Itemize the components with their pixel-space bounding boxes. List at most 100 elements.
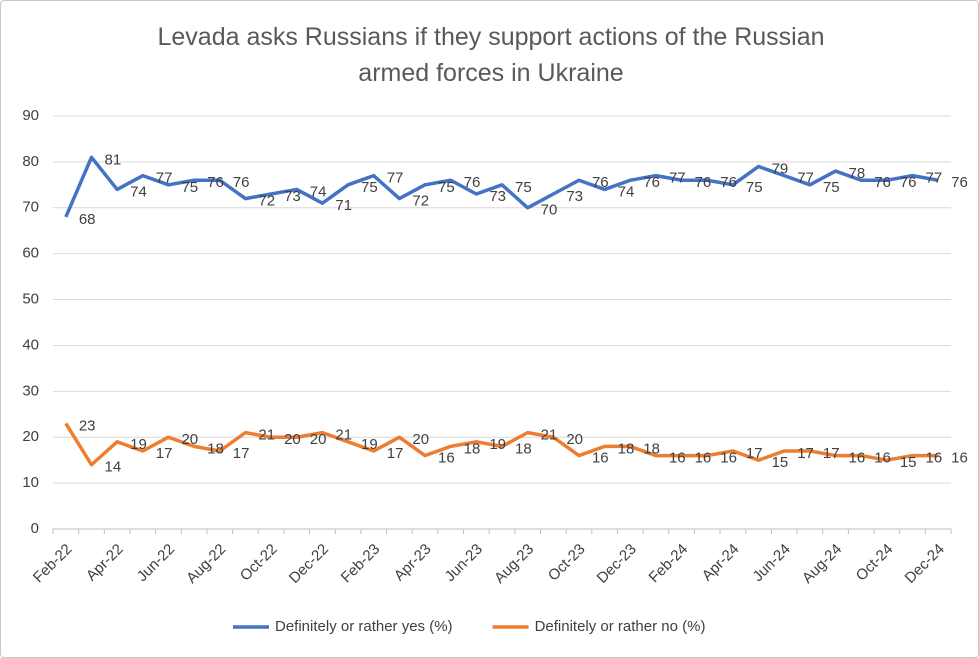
data-label: 16 bbox=[592, 450, 609, 467]
data-label: 14 bbox=[104, 459, 121, 476]
x-tick-label: Jun-22 bbox=[134, 541, 178, 585]
data-label: 76 bbox=[720, 174, 737, 191]
data-label: 77 bbox=[669, 170, 686, 187]
data-label: 18 bbox=[618, 440, 635, 457]
data-label: 76 bbox=[874, 174, 891, 191]
data-label: 76 bbox=[695, 174, 712, 191]
data-label: 73 bbox=[566, 188, 583, 205]
data-label: 81 bbox=[104, 151, 121, 168]
data-label: 16 bbox=[438, 450, 455, 467]
data-label: 16 bbox=[926, 450, 943, 467]
x-tick-label: Feb-23 bbox=[338, 541, 384, 587]
data-label: 16 bbox=[720, 450, 737, 467]
data-label: 76 bbox=[207, 174, 224, 191]
data-label: 78 bbox=[849, 165, 866, 182]
legend-label: Definitely or rather yes (%) bbox=[275, 618, 453, 635]
y-tick-label: 0 bbox=[31, 520, 39, 537]
data-label: 17 bbox=[233, 445, 250, 462]
x-tick-label: Jun-24 bbox=[749, 541, 793, 585]
x-tick-label: Aug-22 bbox=[183, 541, 229, 587]
x-tick-label: Jun-23 bbox=[442, 541, 486, 585]
data-label: 75 bbox=[823, 179, 840, 196]
data-label: 73 bbox=[284, 188, 301, 205]
data-label: 16 bbox=[951, 450, 968, 467]
data-label: 76 bbox=[643, 174, 660, 191]
data-label: 21 bbox=[258, 427, 275, 444]
data-label: 75 bbox=[438, 179, 455, 196]
x-tick-label: Apr-24 bbox=[699, 541, 743, 585]
data-label: 19 bbox=[130, 436, 147, 453]
data-label: 75 bbox=[181, 179, 198, 196]
y-tick-label: 90 bbox=[22, 107, 39, 124]
data-label: 17 bbox=[823, 445, 840, 462]
data-label: 75 bbox=[515, 179, 532, 196]
data-label: 20 bbox=[412, 431, 429, 448]
data-label: 21 bbox=[335, 427, 352, 444]
data-label: 77 bbox=[797, 170, 814, 187]
data-label: 17 bbox=[156, 445, 173, 462]
data-label: 68 bbox=[79, 211, 96, 228]
data-label: 23 bbox=[79, 417, 96, 434]
data-label: 74 bbox=[618, 183, 635, 200]
data-label: 75 bbox=[361, 179, 378, 196]
data-label: 70 bbox=[541, 202, 558, 219]
x-tick-label: Dec-22 bbox=[286, 541, 332, 587]
y-tick-label: 20 bbox=[22, 428, 39, 445]
y-tick-label: 10 bbox=[22, 474, 39, 491]
data-label: 17 bbox=[746, 445, 763, 462]
data-label: 20 bbox=[284, 431, 301, 448]
data-label: 76 bbox=[592, 174, 609, 191]
data-label: 74 bbox=[310, 183, 327, 200]
y-tick-label: 60 bbox=[22, 245, 39, 262]
y-tick-label: 40 bbox=[22, 336, 39, 353]
data-label: 20 bbox=[566, 431, 583, 448]
y-tick-label: 80 bbox=[22, 153, 39, 170]
data-label: 77 bbox=[156, 170, 173, 187]
data-label: 17 bbox=[387, 445, 404, 462]
data-label: 16 bbox=[874, 450, 891, 467]
x-tick-label: Oct-23 bbox=[545, 541, 589, 585]
x-tick-label: Dec-24 bbox=[902, 541, 948, 587]
data-label: 21 bbox=[541, 427, 558, 444]
series-line bbox=[64, 155, 939, 218]
data-label: 18 bbox=[515, 440, 532, 457]
legend-label: Definitely or rather no (%) bbox=[535, 618, 706, 635]
data-label: 76 bbox=[233, 174, 250, 191]
data-label: 77 bbox=[926, 170, 943, 187]
data-label: 18 bbox=[643, 440, 660, 457]
chart-title: Levada asks Russians if they support act… bbox=[157, 23, 825, 87]
data-label: 17 bbox=[797, 445, 814, 462]
data-label: 71 bbox=[335, 197, 352, 214]
data-label: 16 bbox=[669, 450, 686, 467]
x-tick-label: Aug-23 bbox=[491, 541, 537, 587]
data-label: 15 bbox=[772, 454, 789, 471]
data-label: 77 bbox=[387, 170, 404, 187]
data-label: 75 bbox=[746, 179, 763, 196]
data-label: 20 bbox=[310, 431, 327, 448]
series-line bbox=[64, 422, 939, 467]
x-tick-label: Apr-22 bbox=[83, 541, 127, 585]
data-label: 15 bbox=[900, 454, 917, 471]
data-label: 73 bbox=[489, 188, 506, 205]
data-label: 20 bbox=[181, 431, 198, 448]
data-label: 76 bbox=[951, 174, 968, 191]
data-label: 74 bbox=[130, 183, 147, 200]
data-label: 16 bbox=[849, 450, 866, 467]
data-label: 72 bbox=[412, 193, 429, 210]
data-label: 76 bbox=[900, 174, 917, 191]
x-tick-label: Dec-23 bbox=[594, 541, 640, 587]
data-label: 79 bbox=[772, 160, 789, 177]
x-tick-label: Feb-24 bbox=[646, 541, 692, 587]
y-tick-label: 50 bbox=[22, 291, 39, 308]
x-tick-label: Oct-22 bbox=[237, 541, 281, 585]
data-label: 76 bbox=[464, 174, 481, 191]
data-label: 18 bbox=[464, 440, 481, 457]
y-tick-label: 70 bbox=[22, 199, 39, 216]
data-label: 72 bbox=[258, 193, 275, 210]
x-tick-label: Apr-23 bbox=[391, 541, 435, 585]
x-tick-label: Oct-24 bbox=[853, 541, 897, 585]
data-label: 16 bbox=[695, 450, 712, 467]
y-tick-label: 30 bbox=[22, 382, 39, 399]
